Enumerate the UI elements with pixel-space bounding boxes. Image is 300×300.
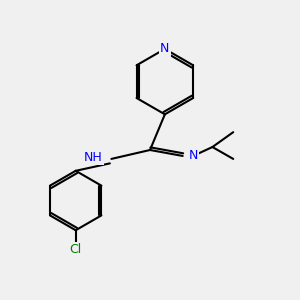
Text: N: N (160, 42, 170, 56)
Text: Cl: Cl (70, 243, 82, 256)
Text: NH: NH (84, 151, 102, 164)
Text: N: N (189, 149, 198, 162)
